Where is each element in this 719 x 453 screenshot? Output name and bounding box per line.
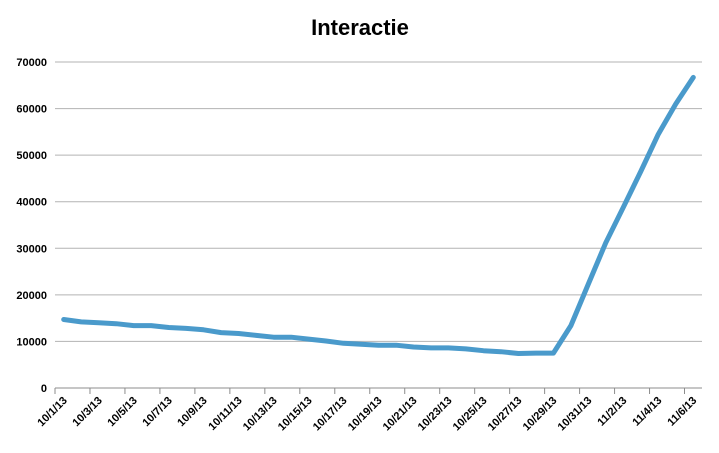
x-axis-tick-labels: 10/1/13 10/3/13 10/5/13 10/7/13 10/9/1310/11…	[35, 395, 699, 434]
x-tick-label: 10/23/13	[416, 395, 455, 434]
chart-title: Interactie	[311, 15, 409, 40]
y-tick-label: 50000	[16, 150, 47, 162]
x-tick-label: 10/1/13	[35, 395, 69, 429]
x-tick-label: 11/2/13	[595, 395, 629, 429]
y-tick-label: 40000	[16, 197, 47, 209]
x-axis	[54, 387, 702, 394]
x-tick-label: 10/31/13	[556, 395, 595, 434]
x-tick-label: 10/7/13	[140, 395, 174, 429]
y-axis-tick-labels: 0 10000 20000 30000 40000 50000 60000 70000	[16, 57, 47, 395]
x-tick-label: 10/25/13	[451, 395, 490, 434]
y-tick-label: 70000	[16, 57, 47, 69]
y-tick-label: 30000	[16, 243, 47, 255]
series-layer	[61, 74, 696, 356]
x-tick-label: 10/11/13	[206, 395, 244, 433]
series-line	[61, 74, 696, 356]
x-tick-label: 11/6/13	[665, 395, 699, 429]
gridlines	[55, 61, 702, 342]
y-tick-label: 0	[41, 383, 47, 395]
x-tick-label: 10/19/13	[346, 395, 385, 434]
x-tick-label: 10/27/13	[486, 395, 525, 434]
y-tick-label: 20000	[16, 290, 47, 302]
x-tick-label: 10/17/13	[311, 395, 350, 434]
x-tick-label: 10/9/13	[175, 395, 209, 429]
x-tick-label: 10/15/13	[276, 395, 315, 434]
x-tick-label: 10/3/13	[70, 395, 104, 429]
x-tick-label: 10/5/13	[105, 395, 139, 429]
x-tick-label: 10/29/13	[521, 395, 560, 434]
y-tick-label: 10000	[16, 336, 47, 348]
x-tick-label: 10/21/13	[381, 395, 420, 434]
y-tick-label: 60000	[16, 104, 47, 116]
x-tick-label: 11/4/13	[630, 395, 664, 429]
x-tick-label: 10/13/13	[241, 395, 280, 434]
